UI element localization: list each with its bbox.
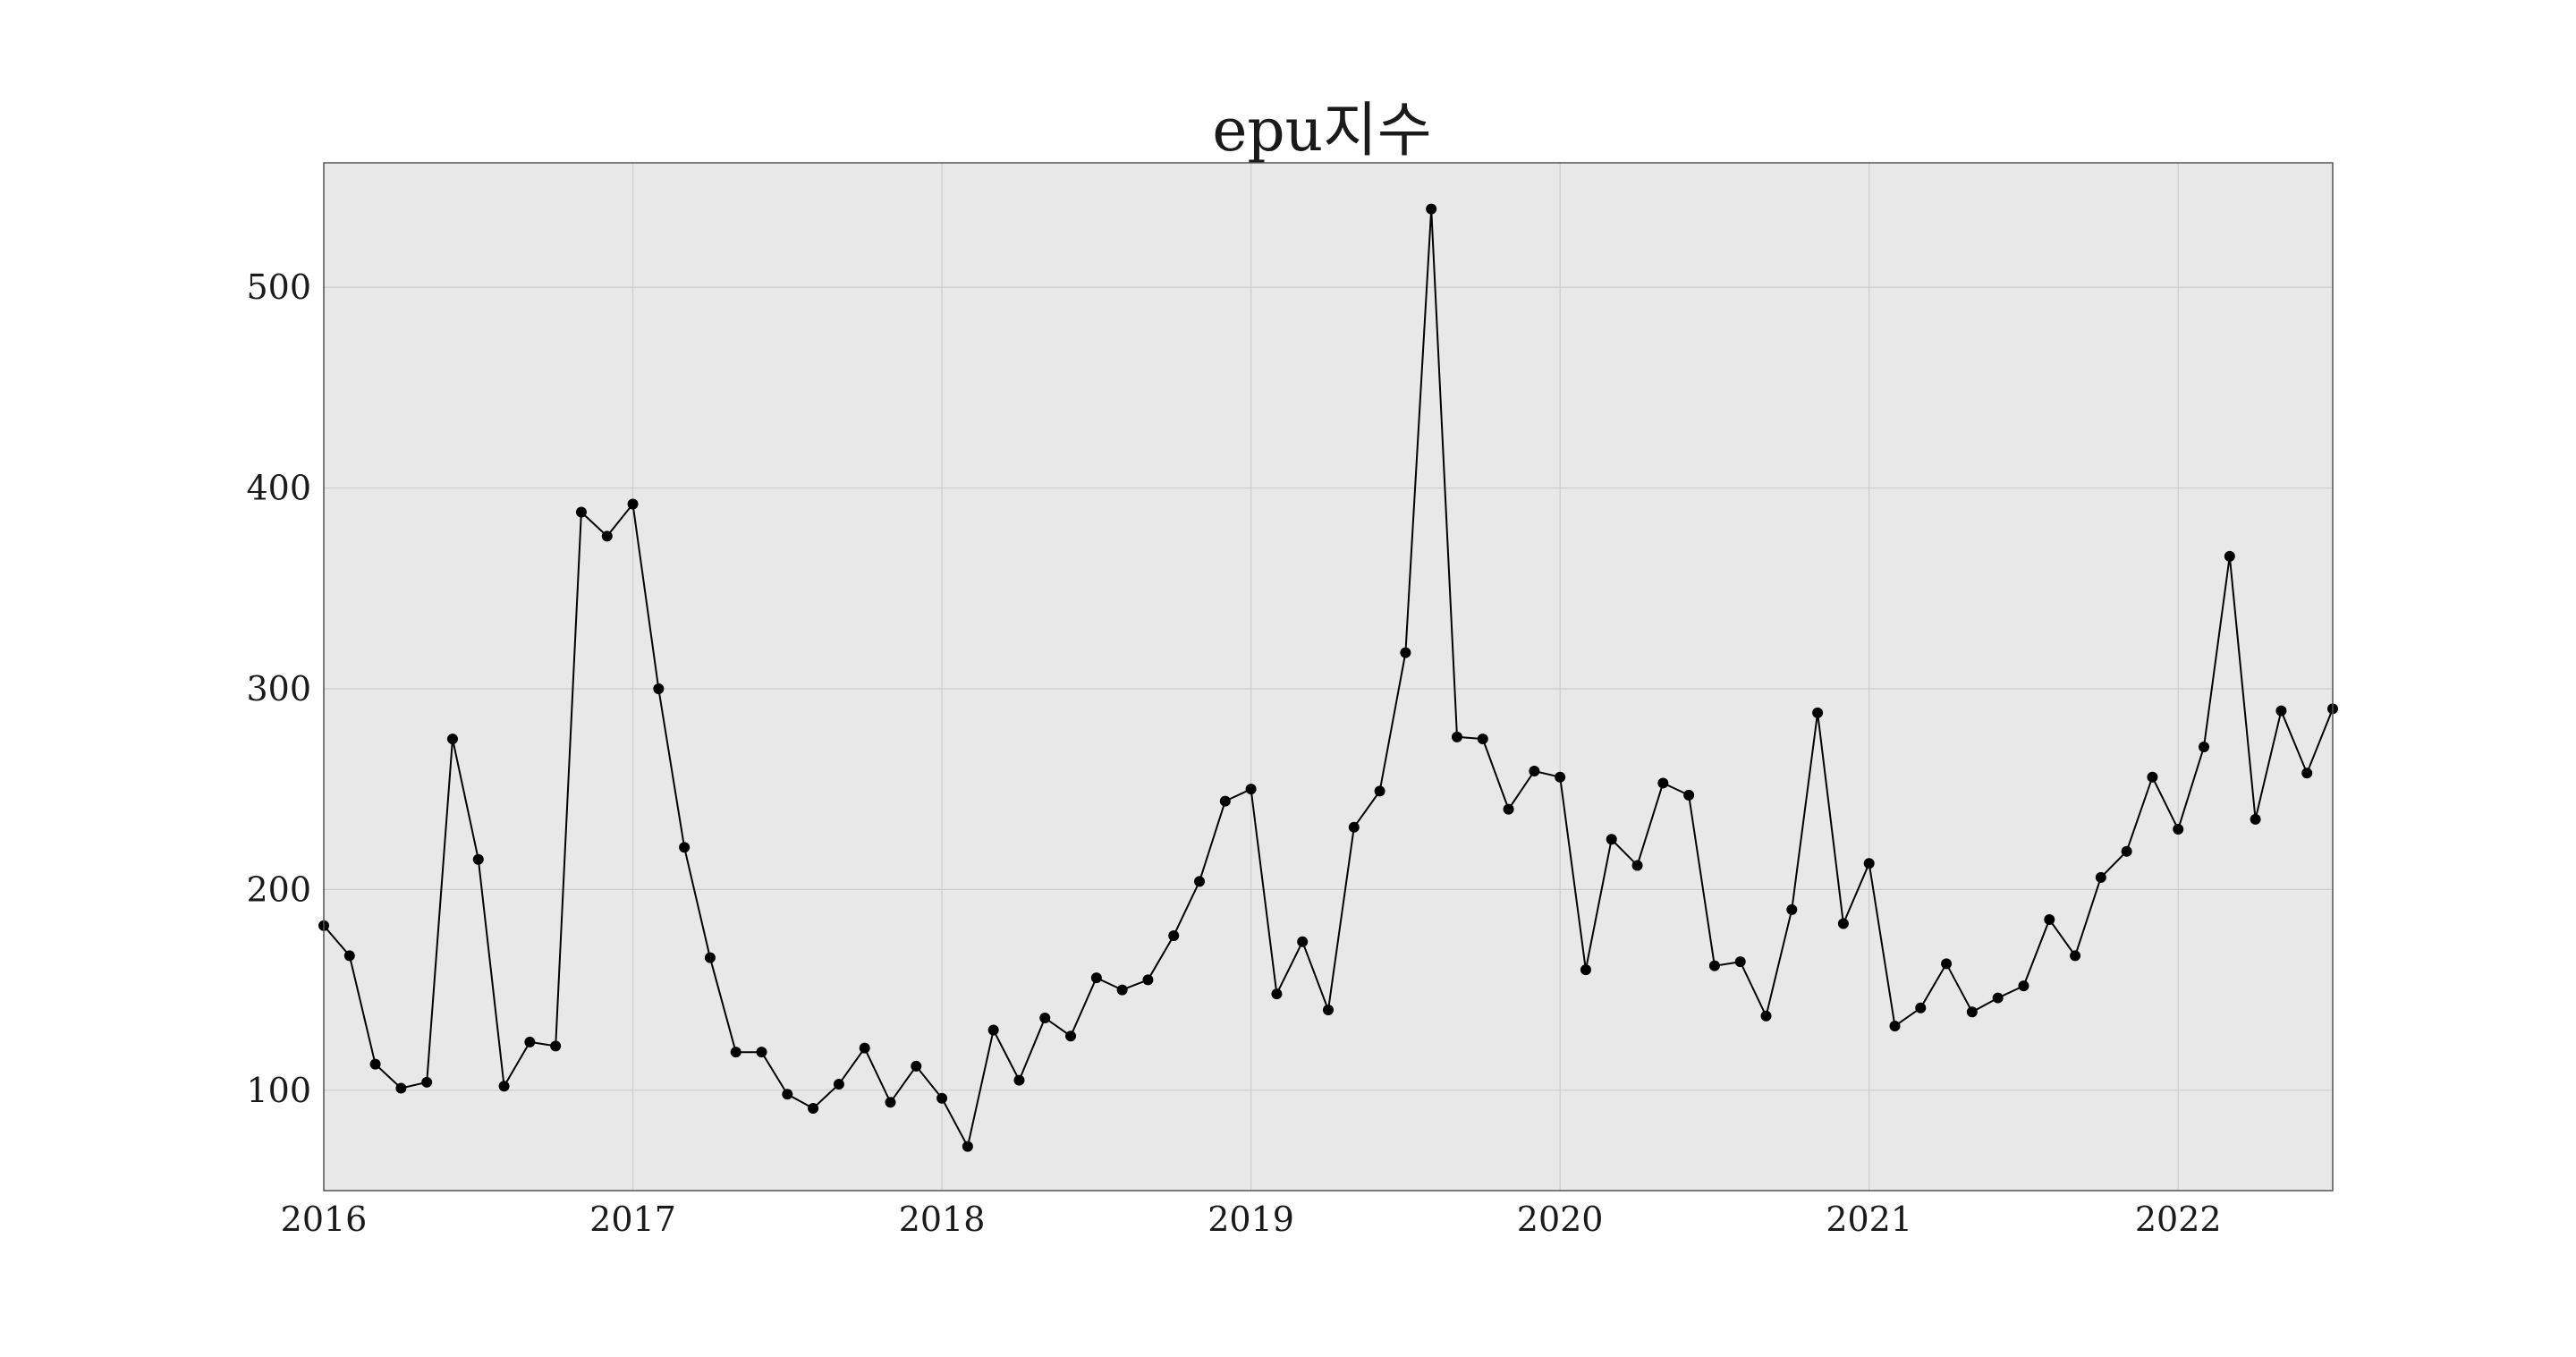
data-point xyxy=(1374,785,1385,797)
x-tick-label: 2020 xyxy=(1517,1200,1604,1239)
data-point xyxy=(1631,860,1643,871)
y-tick-label: 500 xyxy=(246,267,311,307)
data-point xyxy=(2070,950,2081,962)
data-point xyxy=(2301,768,2313,779)
x-tick-label: 2021 xyxy=(1826,1200,1912,1239)
data-point xyxy=(1245,784,1257,795)
data-point xyxy=(1555,771,1566,783)
plot-frame xyxy=(323,162,2334,1192)
data-point xyxy=(1941,958,1953,970)
x-tick-label: 2018 xyxy=(899,1200,986,1239)
data-point xyxy=(1812,707,1824,718)
data-point xyxy=(1503,803,1514,815)
data-point xyxy=(498,1081,510,1092)
data-point xyxy=(2044,914,2055,926)
data-point xyxy=(446,734,458,745)
data-point xyxy=(1863,858,1875,869)
data-point xyxy=(2173,824,2184,835)
data-point xyxy=(1915,1002,1927,1014)
data-point xyxy=(2018,980,2029,992)
data-point xyxy=(911,1060,922,1072)
x-tick-label: 2019 xyxy=(1208,1200,1294,1239)
x-tick-label: 2017 xyxy=(589,1200,676,1239)
data-point xyxy=(885,1097,896,1108)
data-point xyxy=(1529,765,1540,776)
data-point xyxy=(1090,972,1102,984)
y-tick-label: 200 xyxy=(246,869,311,909)
y-tick-label: 300 xyxy=(246,669,311,708)
x-tick-label: 2022 xyxy=(2135,1200,2222,1239)
data-point xyxy=(859,1042,870,1054)
data-point xyxy=(1786,903,1798,915)
data-point xyxy=(1477,734,1488,745)
data-point xyxy=(601,530,613,542)
data-point xyxy=(524,1036,536,1047)
data-point xyxy=(1606,834,1617,845)
data-point xyxy=(730,1047,741,1058)
data-point xyxy=(1992,992,2004,1004)
data-point xyxy=(1426,203,1437,215)
chart-title: epu지수 xyxy=(1212,96,1431,165)
data-point xyxy=(1039,1013,1051,1024)
plot-area xyxy=(324,163,2333,1191)
data-point xyxy=(1065,1030,1077,1042)
data-point xyxy=(936,1092,948,1104)
data-point xyxy=(2199,742,2210,753)
data-point xyxy=(1760,1010,1772,1022)
data-point xyxy=(653,683,665,694)
data-point xyxy=(1580,964,1591,976)
data-point xyxy=(833,1079,844,1090)
data-point xyxy=(421,1076,433,1088)
data-point xyxy=(1219,795,1231,807)
data-point xyxy=(1348,821,1360,833)
data-point xyxy=(756,1047,767,1058)
data-point xyxy=(808,1102,819,1114)
data-point xyxy=(1889,1020,1901,1031)
data-point xyxy=(1837,918,1849,929)
tick-labels: 100 200 300 400 500 2016 2017 2018 2019 2020 2021 2… xyxy=(246,267,2221,1239)
data-point xyxy=(679,842,691,853)
data-point xyxy=(1683,789,1695,801)
data-point xyxy=(2275,705,2287,717)
data-point xyxy=(1708,960,1720,971)
data-point xyxy=(1013,1074,1025,1086)
data-point xyxy=(1657,777,1669,789)
data-point xyxy=(1323,1005,1334,1016)
data-point xyxy=(1451,731,1462,742)
data-point xyxy=(1194,876,1206,887)
series-layer xyxy=(318,203,2338,1152)
data-point xyxy=(704,952,716,963)
data-point xyxy=(550,1040,562,1052)
data-point xyxy=(2095,871,2106,883)
data-point xyxy=(2121,845,2132,857)
data-point xyxy=(343,950,355,962)
data-point xyxy=(575,506,587,518)
data-point xyxy=(987,1024,999,1036)
y-tick-label: 400 xyxy=(246,469,311,508)
y-tick-label: 100 xyxy=(246,1071,311,1110)
data-point xyxy=(1116,984,1128,996)
data-point xyxy=(2147,771,2158,783)
data-point xyxy=(1271,988,1283,1000)
data-point xyxy=(1142,974,1154,986)
data-point xyxy=(472,853,484,865)
data-point xyxy=(1966,1006,1978,1018)
data-point xyxy=(1734,956,1746,968)
data-point xyxy=(369,1058,381,1070)
data-point xyxy=(782,1089,793,1100)
data-point xyxy=(395,1082,407,1094)
data-point xyxy=(1297,936,1309,947)
data-point xyxy=(962,1141,973,1152)
data-point xyxy=(2224,550,2235,562)
data-point xyxy=(627,498,639,510)
data-point xyxy=(1168,929,1180,941)
data-point xyxy=(1400,647,1411,658)
x-tick-label: 2016 xyxy=(281,1200,368,1239)
data-point xyxy=(2250,813,2261,825)
